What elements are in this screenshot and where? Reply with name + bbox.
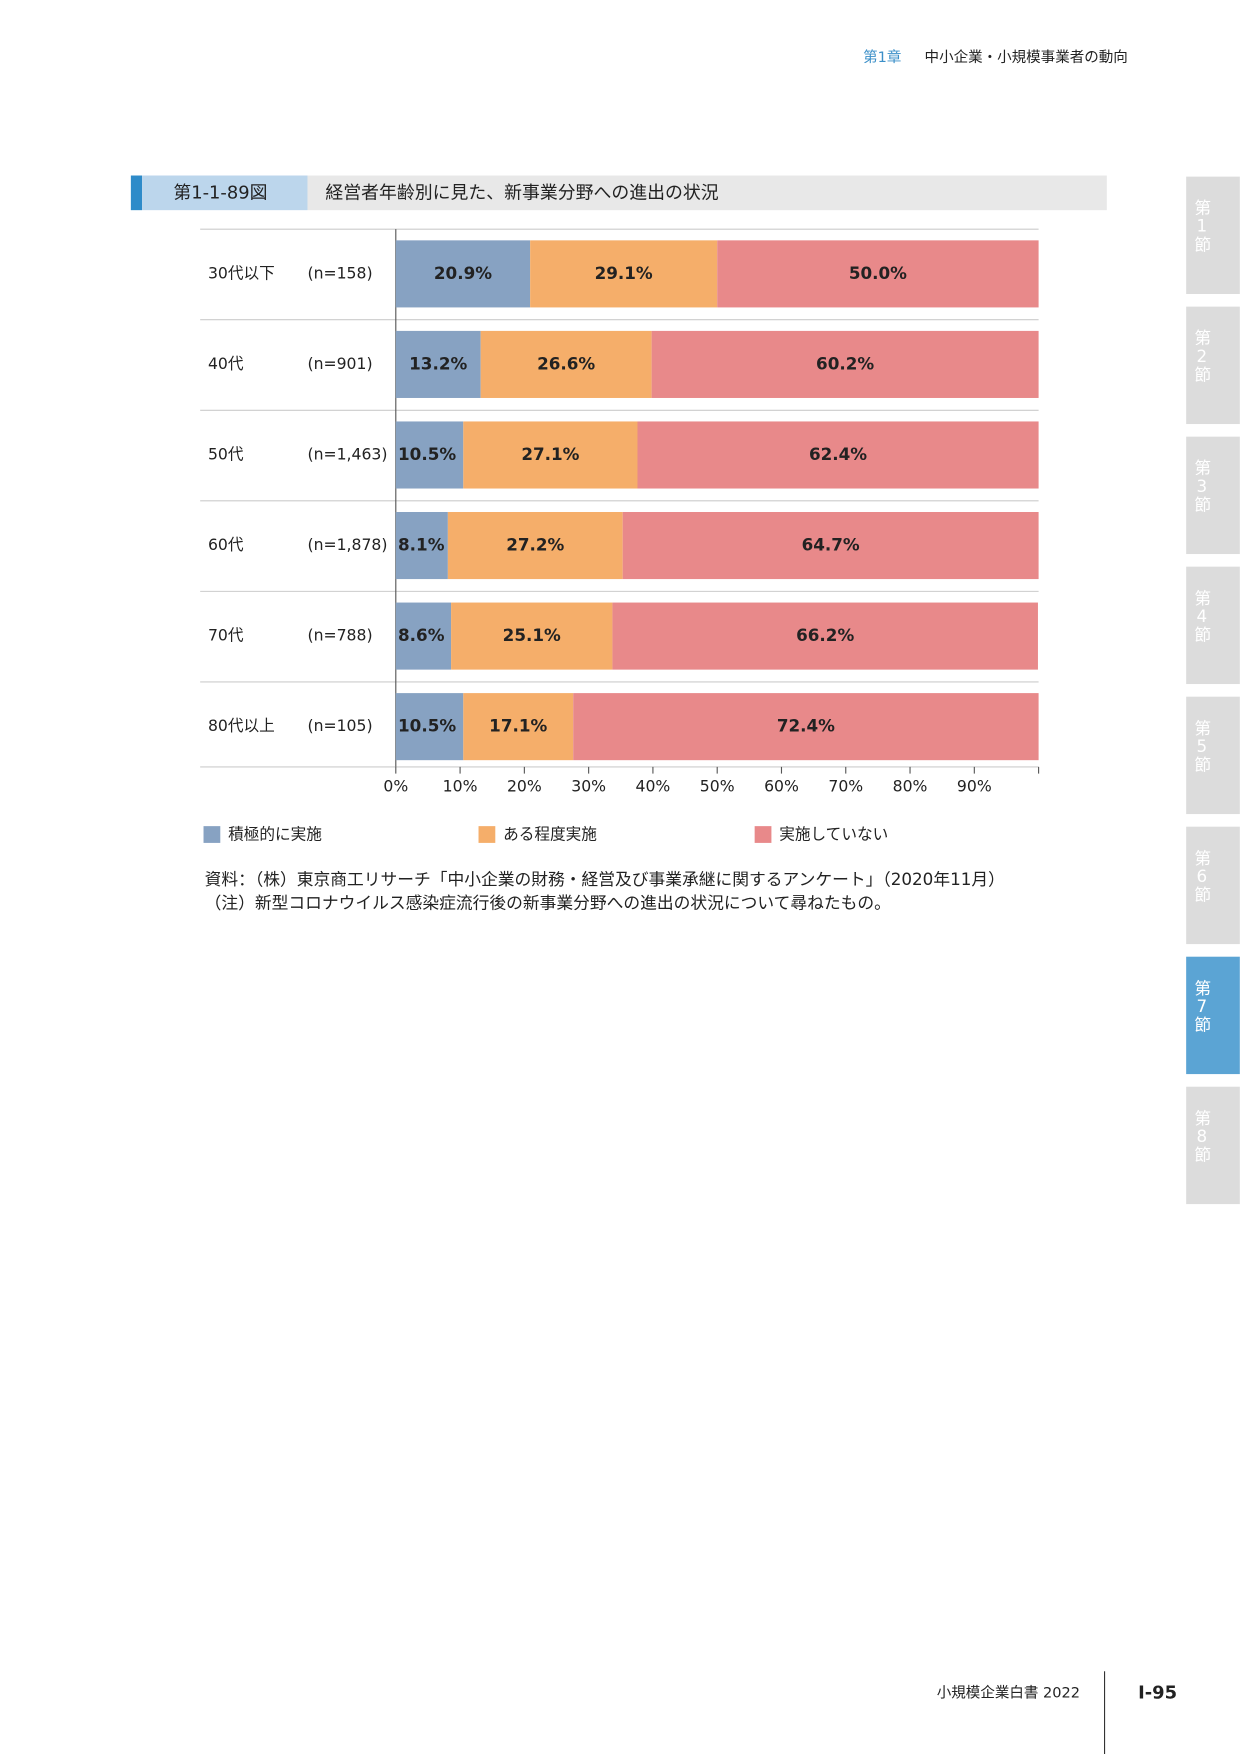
- value-label: 26.6%: [537, 353, 595, 373]
- x-tick-label: 60%: [764, 777, 799, 796]
- category-label: 80代以上: [208, 716, 275, 735]
- sample-size: (n=105): [307, 716, 372, 735]
- figure-number-box: [142, 175, 308, 211]
- sample-size: (n=901): [307, 354, 372, 373]
- value-label: 27.2%: [506, 535, 564, 555]
- bar-segment: [395, 602, 452, 670]
- legend-label: 積極的に実施: [228, 825, 322, 844]
- value-label: 29.1%: [595, 263, 653, 283]
- value-label: 20.9%: [434, 263, 492, 283]
- value-label: 64.7%: [802, 535, 860, 555]
- value-label: 25.1%: [503, 625, 561, 645]
- category-label: 70代: [208, 626, 244, 645]
- chart: 0% 10% 20% 30% 40% 50% 60% 70% 80% 90% 30代以下 (n=158…: [200, 228, 1040, 844]
- side-tab-label: 第2節: [1192, 329, 1212, 383]
- bar-segment: [395, 512, 448, 580]
- bar-segment: [395, 240, 531, 308]
- value-label: 8.1%: [398, 535, 445, 555]
- bar-segment: [447, 512, 623, 580]
- value-label: 50.0%: [849, 263, 907, 283]
- side-tab: [1186, 956, 1240, 1075]
- side-tab: [1186, 566, 1240, 685]
- side-tab: [1186, 176, 1240, 295]
- category-label: 30代以下: [208, 263, 275, 282]
- bar-segment: [612, 602, 1038, 670]
- source-note: 資料：（株）東京商工リサーチ「中小企業の財務・経営及び事業承継に関するアンケート…: [205, 869, 1005, 889]
- side-tab: [1186, 696, 1240, 815]
- side-tab: [1186, 1086, 1240, 1205]
- sample-size: (n=1,878): [307, 535, 387, 554]
- bar-segment: [463, 693, 574, 761]
- x-tick-label: 10%: [443, 777, 478, 796]
- x-tick-label: 90%: [957, 777, 992, 796]
- side-tab-label: 第7節: [1192, 979, 1212, 1033]
- bar-segment: [637, 421, 1039, 489]
- value-label: 13.2%: [409, 353, 467, 373]
- chapter: 第1章: [863, 48, 901, 66]
- x-tick-label: 40%: [636, 777, 671, 796]
- value-label: 27.1%: [521, 444, 579, 464]
- note: （注）新型コロナウイルス感染症流行後の新事業分野への進出の状況について尋ねたもの…: [205, 892, 891, 912]
- legend-label: ある程度実施: [503, 825, 597, 844]
- value-label: 62.4%: [809, 444, 867, 464]
- side-tab: [1186, 436, 1240, 555]
- side-tab-label: 第3節: [1192, 459, 1212, 513]
- bar-segment: [573, 693, 1039, 761]
- value-label: 10.5%: [398, 444, 456, 464]
- category-label: 60代: [208, 535, 244, 554]
- legend-label: 実施していない: [779, 825, 888, 844]
- page-number: I-95: [1138, 1683, 1177, 1704]
- x-tick-label: 0%: [383, 777, 408, 796]
- bar-segment: [480, 330, 652, 398]
- side-tab: [1186, 826, 1240, 945]
- category-label: 50代: [208, 444, 244, 463]
- side-tab-label: 第1節: [1192, 199, 1212, 253]
- bar-segment: [463, 421, 638, 489]
- legend-swatch: [478, 826, 496, 843]
- sample-size: (n=1,463): [307, 444, 387, 463]
- legend-swatch: [754, 826, 772, 843]
- x-tick-label: 70%: [828, 777, 863, 796]
- bar-segment: [395, 693, 464, 761]
- title-accent: [130, 175, 143, 211]
- bar-segment: [717, 240, 1039, 308]
- x-tick-label: 30%: [571, 777, 606, 796]
- title-box: [307, 175, 1107, 211]
- value-label: 8.6%: [398, 625, 445, 645]
- sample-size: (n=788): [307, 626, 372, 645]
- x-tick-label: 20%: [507, 777, 542, 796]
- bar-segment: [622, 512, 1039, 580]
- sample-size: (n=158): [307, 263, 372, 282]
- side-tab: [1186, 306, 1240, 425]
- side-tab-label: 第5節: [1192, 719, 1212, 773]
- bar-segment: [530, 240, 718, 308]
- value-label: 66.2%: [796, 625, 854, 645]
- chapter-title: 中小企業・小規模事業者の動向: [925, 48, 1128, 66]
- value-label: 17.1%: [489, 716, 547, 736]
- side-tab-label: 第6節: [1192, 849, 1212, 903]
- value-label: 60.2%: [816, 353, 874, 373]
- value-label: 10.5%: [398, 716, 456, 736]
- bar-segment: [451, 602, 613, 670]
- bar-segment: [651, 330, 1039, 398]
- x-tick-label: 80%: [893, 777, 928, 796]
- figure-number: 第1-1-89図: [173, 182, 267, 203]
- figure-title: 経営者年齢別に見た、新事業分野への進出の状況: [325, 182, 718, 203]
- value-label: 72.4%: [777, 716, 835, 736]
- legend-swatch: [203, 826, 221, 843]
- bar-segment: [395, 421, 464, 489]
- side-tab-label: 第8節: [1192, 1109, 1212, 1163]
- bar-segment: [395, 330, 481, 398]
- publication: 小規模企業白書 2022: [937, 1684, 1080, 1702]
- x-tick-label: 50%: [700, 777, 735, 796]
- side-tab-label: 第4節: [1192, 589, 1212, 643]
- category-label: 40代: [208, 354, 244, 373]
